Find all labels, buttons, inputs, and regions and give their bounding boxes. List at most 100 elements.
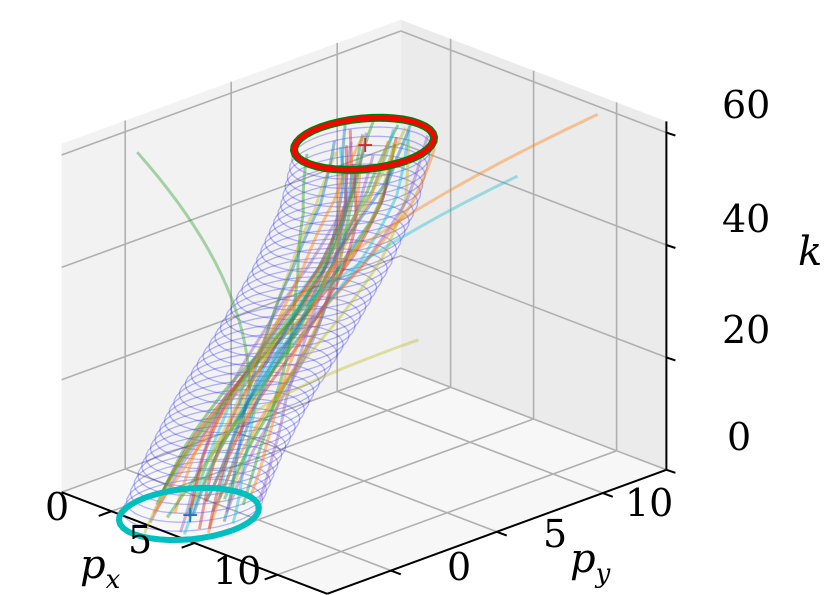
tube-ring [159, 397, 301, 452]
x-axis-line [61, 491, 328, 595]
y-tick-label-10: 10 [625, 481, 673, 525]
trajectory [191, 151, 338, 492]
tube-ring [280, 172, 422, 226]
tube-ring [208, 314, 350, 368]
start-target-sets: ++ [115, 113, 439, 544]
x-tick-label-10: 10 [213, 549, 261, 593]
tube-ring [196, 333, 338, 387]
z-tick-label-40: 40 [722, 197, 770, 241]
trajectory [155, 143, 397, 506]
axis-lines [61, 121, 676, 595]
trajectory [173, 163, 362, 514]
outlier-trajectory [247, 112, 599, 389]
z-tick [666, 244, 676, 249]
tube-ring [154, 407, 296, 461]
grid-line-x [194, 70, 535, 544]
trajectory [187, 127, 407, 510]
tube-ring [251, 238, 393, 292]
x-tick [98, 510, 112, 517]
trajectory [211, 163, 397, 512]
tube-ring [178, 361, 320, 415]
x-tick [264, 573, 278, 581]
grid-line-z [61, 142, 667, 269]
trajectory [241, 153, 309, 506]
tube-ring [202, 323, 344, 377]
grid-line-x [277, 102, 618, 576]
trajectory [152, 135, 365, 514]
z-tick [666, 131, 676, 137]
tube-ring [260, 219, 402, 273]
target-center-marker: + [356, 133, 374, 158]
trajectory [207, 163, 358, 529]
y-tick [496, 530, 508, 537]
y-tick [390, 569, 402, 576]
grid-line-z [61, 30, 667, 156]
tube-ring [225, 285, 367, 340]
tube-ring [173, 370, 315, 425]
grid-lines [61, 30, 667, 576]
tube-ring [219, 295, 361, 349]
trajectory [179, 132, 368, 533]
trajectory [204, 147, 436, 502]
trajectory [186, 128, 395, 515]
z-tick [666, 468, 676, 474]
x-axis-label: px [80, 542, 121, 595]
trajectory [206, 165, 342, 534]
tube-ring [145, 425, 287, 479]
y-tick-label-5: 5 [543, 512, 567, 556]
tube-ring [268, 200, 410, 255]
trajectory [223, 133, 365, 500]
axis-labels: px py k [80, 229, 822, 595]
grid-line-z [61, 254, 667, 381]
tube-ring [230, 276, 372, 330]
trajectory [142, 142, 395, 535]
x-tick-label-5: 5 [128, 518, 152, 562]
tick-labels: 0 5 10 0 5 10 0 20 40 60 [45, 83, 770, 593]
trajectory [227, 139, 411, 504]
y-tick [602, 492, 614, 498]
tube-ring [235, 266, 378, 321]
trajectory [218, 146, 349, 498]
tube-ring [255, 229, 398, 283]
tube-ring [122, 478, 264, 532]
grid-line-z [61, 367, 667, 493]
trajectory [204, 122, 413, 503]
trajectory [197, 129, 353, 530]
tube-ring [241, 257, 383, 311]
tube-ring [163, 388, 306, 443]
tube-ring [125, 469, 268, 523]
trajectory [231, 165, 355, 524]
grid-line-y [230, 81, 498, 533]
x-tick-label-0: 0 [45, 485, 69, 529]
tube-ring [272, 191, 415, 245]
tube-ring [264, 210, 406, 264]
trajectory [187, 145, 349, 518]
trajectory [148, 135, 430, 524]
z-tick [666, 356, 676, 362]
z-tick-label-0: 0 [727, 415, 751, 459]
trajectory [248, 140, 390, 498]
start-center-marker: + [181, 503, 199, 528]
target-set-ring [291, 115, 437, 173]
trajectory [165, 124, 400, 519]
outlier-trajectory [136, 151, 251, 389]
trajectory [182, 130, 411, 535]
axis-panes [61, 19, 667, 594]
trajectory [222, 140, 336, 522]
tube-ring [184, 352, 326, 406]
z-tick-label-20: 20 [722, 308, 770, 352]
tube-ring [168, 379, 310, 434]
tube-ring [190, 342, 332, 396]
tube-ring [129, 460, 271, 514]
tube-ring [246, 247, 388, 302]
trajectory [191, 125, 347, 516]
y-axis-label: py [570, 536, 611, 589]
trajectory [159, 136, 398, 497]
grid-line-y [124, 120, 392, 572]
tube-ring [149, 416, 292, 470]
tube-ring [277, 181, 419, 236]
tube-rings [118, 117, 435, 541]
tube-ring [286, 144, 428, 199]
start-set-ring [115, 484, 262, 544]
